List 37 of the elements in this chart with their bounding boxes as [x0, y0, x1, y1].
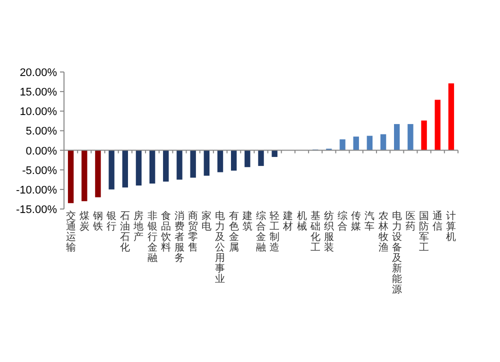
x-tick-label: 房地产	[132, 210, 144, 243]
x-tick-label: 通信	[432, 210, 443, 232]
y-tick-label: 10.00%	[20, 106, 58, 118]
x-tick-label: 医药	[405, 211, 416, 232]
x-tick-label: 煤炭	[79, 210, 90, 232]
x-tick-label: 钢铁	[92, 211, 103, 232]
x-tick-label: 计算机	[446, 210, 456, 243]
y-tick-label: 5.00%	[26, 126, 58, 138]
x-tick-label: 电力设备及新能源	[392, 210, 402, 296]
x-tick-label: 交通运输	[66, 210, 76, 254]
x-tick-label: 综合	[338, 210, 348, 232]
x-tick-label: 建筑	[241, 210, 252, 232]
y-tick-label: 15.00%	[20, 86, 58, 99]
x-tick-label: 纺织服装	[324, 210, 334, 254]
x-tick-label: 食品饮料	[160, 210, 171, 254]
x-tick-label: 非银行金融	[146, 210, 158, 264]
y-tick-label: -15.00%	[16, 204, 58, 216]
y-tick-label: 20.00%	[20, 67, 58, 79]
x-tick-label: 基础化工	[309, 210, 320, 254]
x-tick-label: 有色金属	[228, 210, 239, 254]
x-tick-label: 农林牧渔	[377, 211, 388, 254]
y-tick-label: -5.00%	[22, 164, 58, 177]
x-tick-label: 国防军工	[419, 211, 430, 254]
y-tick-label: 0.00%	[26, 145, 58, 158]
y-tick-label: -10.00%	[16, 184, 58, 196]
x-tick-label: 家电	[202, 210, 212, 232]
x-tick-label: 电力及公用事业	[215, 210, 226, 285]
x-tick-label: 商贸零售	[188, 210, 198, 254]
x-tick-label: 汽车	[364, 210, 375, 232]
x-tick-label: 消费者服务	[174, 210, 184, 264]
x-tick-label: 石油石化	[120, 211, 130, 254]
x-tick-label: 综合金融	[256, 210, 266, 254]
x-tick-label: 机械	[296, 210, 307, 232]
x-tick-label: 银行	[106, 211, 117, 232]
x-tick-label: 传媒	[351, 211, 362, 232]
x-tick-label: 轻工制造	[270, 210, 280, 254]
x-tick-label: 建材	[282, 210, 294, 232]
